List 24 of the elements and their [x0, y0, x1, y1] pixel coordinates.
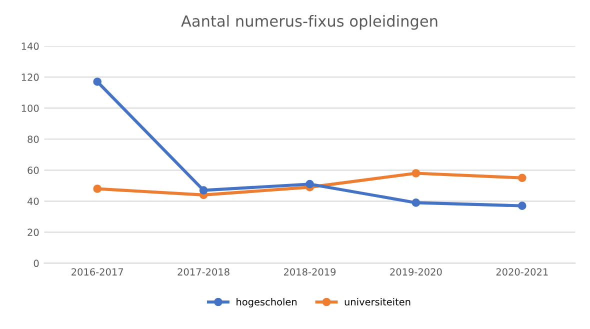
y-tick-label: 100	[22, 104, 39, 112]
x-tick-label: 2018-2019	[284, 268, 336, 276]
legend-label: hogescholen	[236, 298, 297, 308]
point	[518, 174, 526, 182]
legend-label: universiteiten	[344, 298, 410, 306]
x-tick-label: 2016-2017	[72, 268, 124, 276]
y-tick-label: 140	[22, 42, 39, 50]
y-tick-label: 120	[22, 74, 39, 81]
point	[93, 184, 102, 193]
x-tick-label: 2020-2021	[496, 268, 548, 276]
point	[412, 169, 420, 178]
point	[518, 202, 526, 210]
chart-title: Aantal numerus-fixus opleidingen	[181, 15, 438, 30]
point	[306, 180, 314, 188]
y-tick-label: 20	[28, 228, 39, 236]
point	[93, 78, 102, 86]
y-tick-label: 80	[28, 136, 39, 143]
y-tick-label: 40	[27, 198, 39, 205]
y-tick-label: 0	[34, 260, 39, 268]
y-tick-label: 60	[28, 166, 39, 174]
point	[199, 186, 208, 194]
point	[412, 198, 420, 207]
x-tick-label: 2017-2018	[178, 268, 230, 276]
x-tick-label: 2019-2020	[390, 268, 442, 276]
